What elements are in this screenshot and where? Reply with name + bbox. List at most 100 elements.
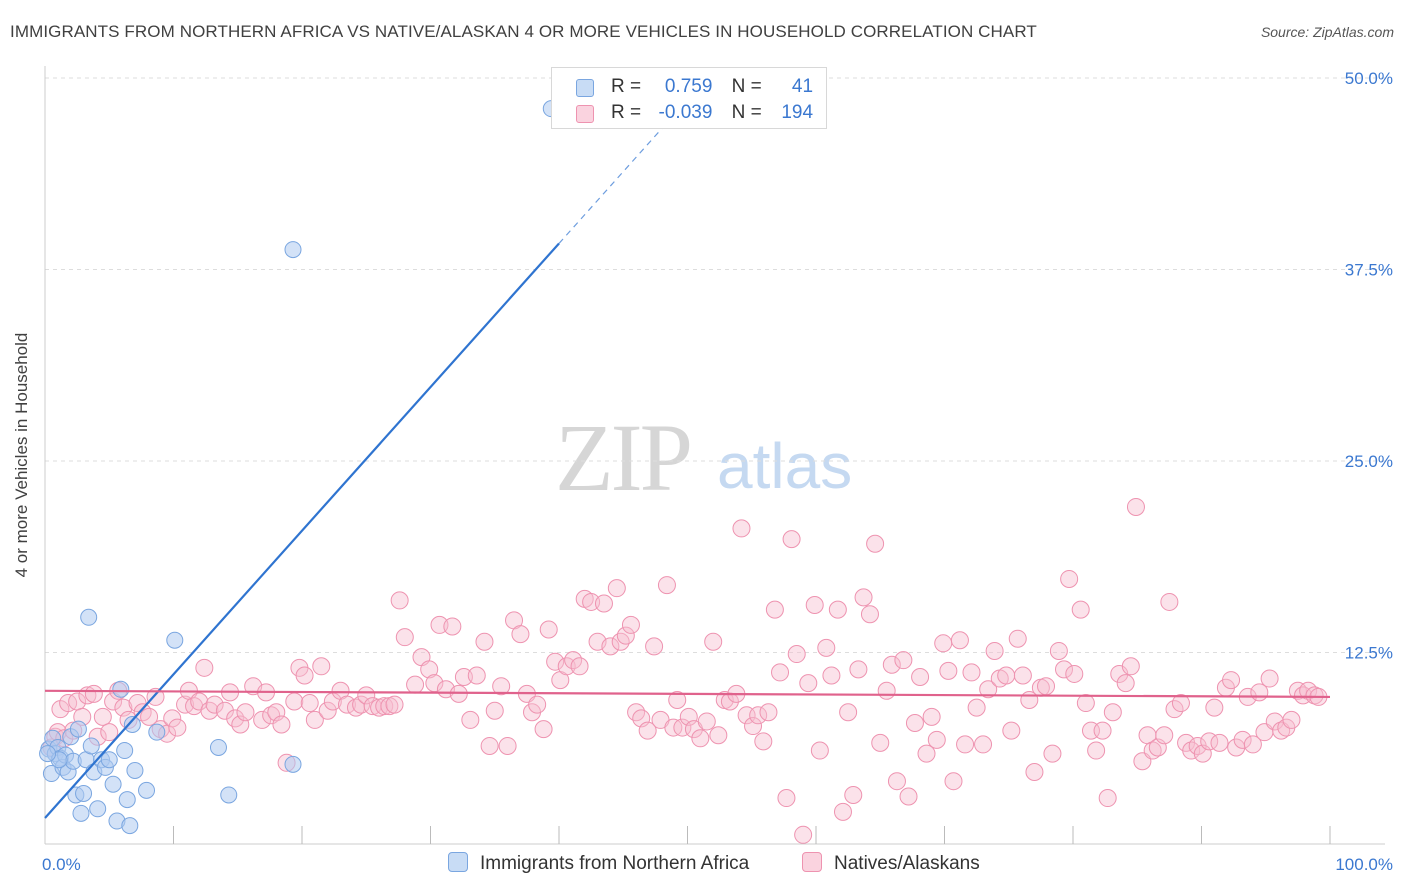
legend-item-immigrants[interactable]: Immigrants from Northern Africa <box>448 852 749 876</box>
pink-point-26 <box>176 695 195 714</box>
pink-point-172 <box>1025 762 1044 781</box>
pink-point-92 <box>570 657 589 676</box>
pink-point-56 <box>352 695 371 714</box>
pink-point-157 <box>939 661 958 680</box>
y-tick-label-0: 12.5% <box>1345 644 1393 663</box>
pink-point-33 <box>215 701 234 720</box>
pink-point-57 <box>357 686 376 705</box>
pink-point-137 <box>828 600 847 619</box>
svg-text:atlas: atlas <box>717 430 852 502</box>
pink-point-73 <box>454 668 473 687</box>
blue-point-29 <box>123 716 141 734</box>
y-tick-label-1: 25.0% <box>1345 452 1393 471</box>
pink-point-205 <box>1210 733 1229 752</box>
pink-point-120 <box>732 519 751 538</box>
pink-point-14 <box>104 692 123 711</box>
pink-point-88 <box>546 652 565 671</box>
pink-point-99 <box>611 632 630 651</box>
pink-point-127 <box>771 663 790 682</box>
pink-point-110 <box>673 718 692 737</box>
blue-point-17 <box>82 737 100 755</box>
pink-point-134 <box>810 741 829 760</box>
pink-point-62 <box>385 695 404 714</box>
pink-point-164 <box>979 680 998 699</box>
pink-point-43 <box>272 715 291 734</box>
blue-swatch <box>576 79 594 97</box>
pink-point-140 <box>844 785 863 804</box>
pink-point-80 <box>498 736 517 755</box>
blue-trend-extension <box>558 128 663 244</box>
blue-point-37 <box>284 755 302 773</box>
pink-point-20 <box>140 707 159 726</box>
pink-point-139 <box>839 703 858 722</box>
pink-point-190 <box>1126 497 1145 516</box>
pink-point-152 <box>911 668 930 687</box>
blue-point-23 <box>104 775 122 793</box>
pink-point-109 <box>668 690 687 709</box>
x-tick-label-1: 100.0% <box>1335 855 1393 874</box>
blue-point-26 <box>116 742 134 760</box>
pink-point-131 <box>794 825 813 844</box>
pink-point-153 <box>917 744 936 763</box>
pink-r-value: -0.039 <box>658 102 713 123</box>
pink-point-162 <box>967 698 986 717</box>
blue-point-28 <box>121 817 139 835</box>
pink-point-143 <box>860 605 879 624</box>
pink-n-label: N = <box>731 102 762 123</box>
pink-n-value: 194 <box>781 102 814 123</box>
pink-point-31 <box>200 701 219 720</box>
pink-point-200 <box>1182 741 1201 760</box>
pink-point-145 <box>871 733 890 752</box>
pink-point-150 <box>899 787 918 806</box>
blue-trend-line <box>44 242 560 819</box>
pink-point-129 <box>782 530 801 549</box>
gridlines <box>45 77 1385 653</box>
pink-point-209 <box>1233 730 1252 749</box>
pink-point-193 <box>1143 741 1162 760</box>
pink-point-100 <box>616 626 635 645</box>
pink-point-78 <box>485 701 504 720</box>
pink-point-158 <box>944 772 963 791</box>
legend-swatch-pink <box>802 852 822 872</box>
pink-point-184 <box>1093 721 1112 740</box>
pink-point-124 <box>754 732 773 751</box>
pink-point-163 <box>974 735 993 754</box>
pink-point-101 <box>621 615 640 634</box>
pink-point-12 <box>93 707 112 726</box>
pink-point-21 <box>146 687 165 706</box>
pink-point-151 <box>905 713 924 732</box>
legend-item-natives[interactable]: Natives/Alaskans <box>802 852 980 876</box>
blue-point-31 <box>138 781 156 799</box>
pink-point-115 <box>704 632 723 651</box>
pink-point-126 <box>765 600 784 619</box>
legend-label-pink: Natives/Alaskans <box>834 853 980 874</box>
pink-point-175 <box>1043 744 1062 763</box>
pink-point-97 <box>601 637 620 656</box>
blue-point-32 <box>148 723 166 741</box>
blue-n-label: N = <box>731 76 762 97</box>
pink-point-198 <box>1171 694 1190 713</box>
pink-point-207 <box>1222 671 1241 690</box>
pink-point-218 <box>1282 710 1301 729</box>
pink-point-148 <box>887 772 906 791</box>
pink-point-122 <box>744 717 763 736</box>
pink-point-183 <box>1087 741 1106 760</box>
pink-point-176 <box>1049 641 1068 660</box>
pink-point-116 <box>709 726 728 745</box>
pink-point-48 <box>300 694 319 713</box>
pink-trend-line <box>44 689 1331 699</box>
y-tick-labels: 12.5% 25.0% 37.5% 50.0% <box>1345 69 1393 663</box>
pink-point-138 <box>833 802 852 821</box>
blue-point-12 <box>69 720 87 738</box>
pink-point-144 <box>866 534 885 553</box>
y-axis-label: 4 or more Vehicles in Household <box>12 332 31 578</box>
pink-point-180 <box>1071 600 1090 619</box>
pink-point-47 <box>295 666 314 685</box>
pink-point-179 <box>1065 664 1084 683</box>
pink-point-24 <box>163 709 182 728</box>
blue-point-35 <box>220 786 238 804</box>
pink-point-51 <box>318 701 337 720</box>
pink-point-32 <box>205 695 224 714</box>
pink-point-178 <box>1060 569 1079 588</box>
